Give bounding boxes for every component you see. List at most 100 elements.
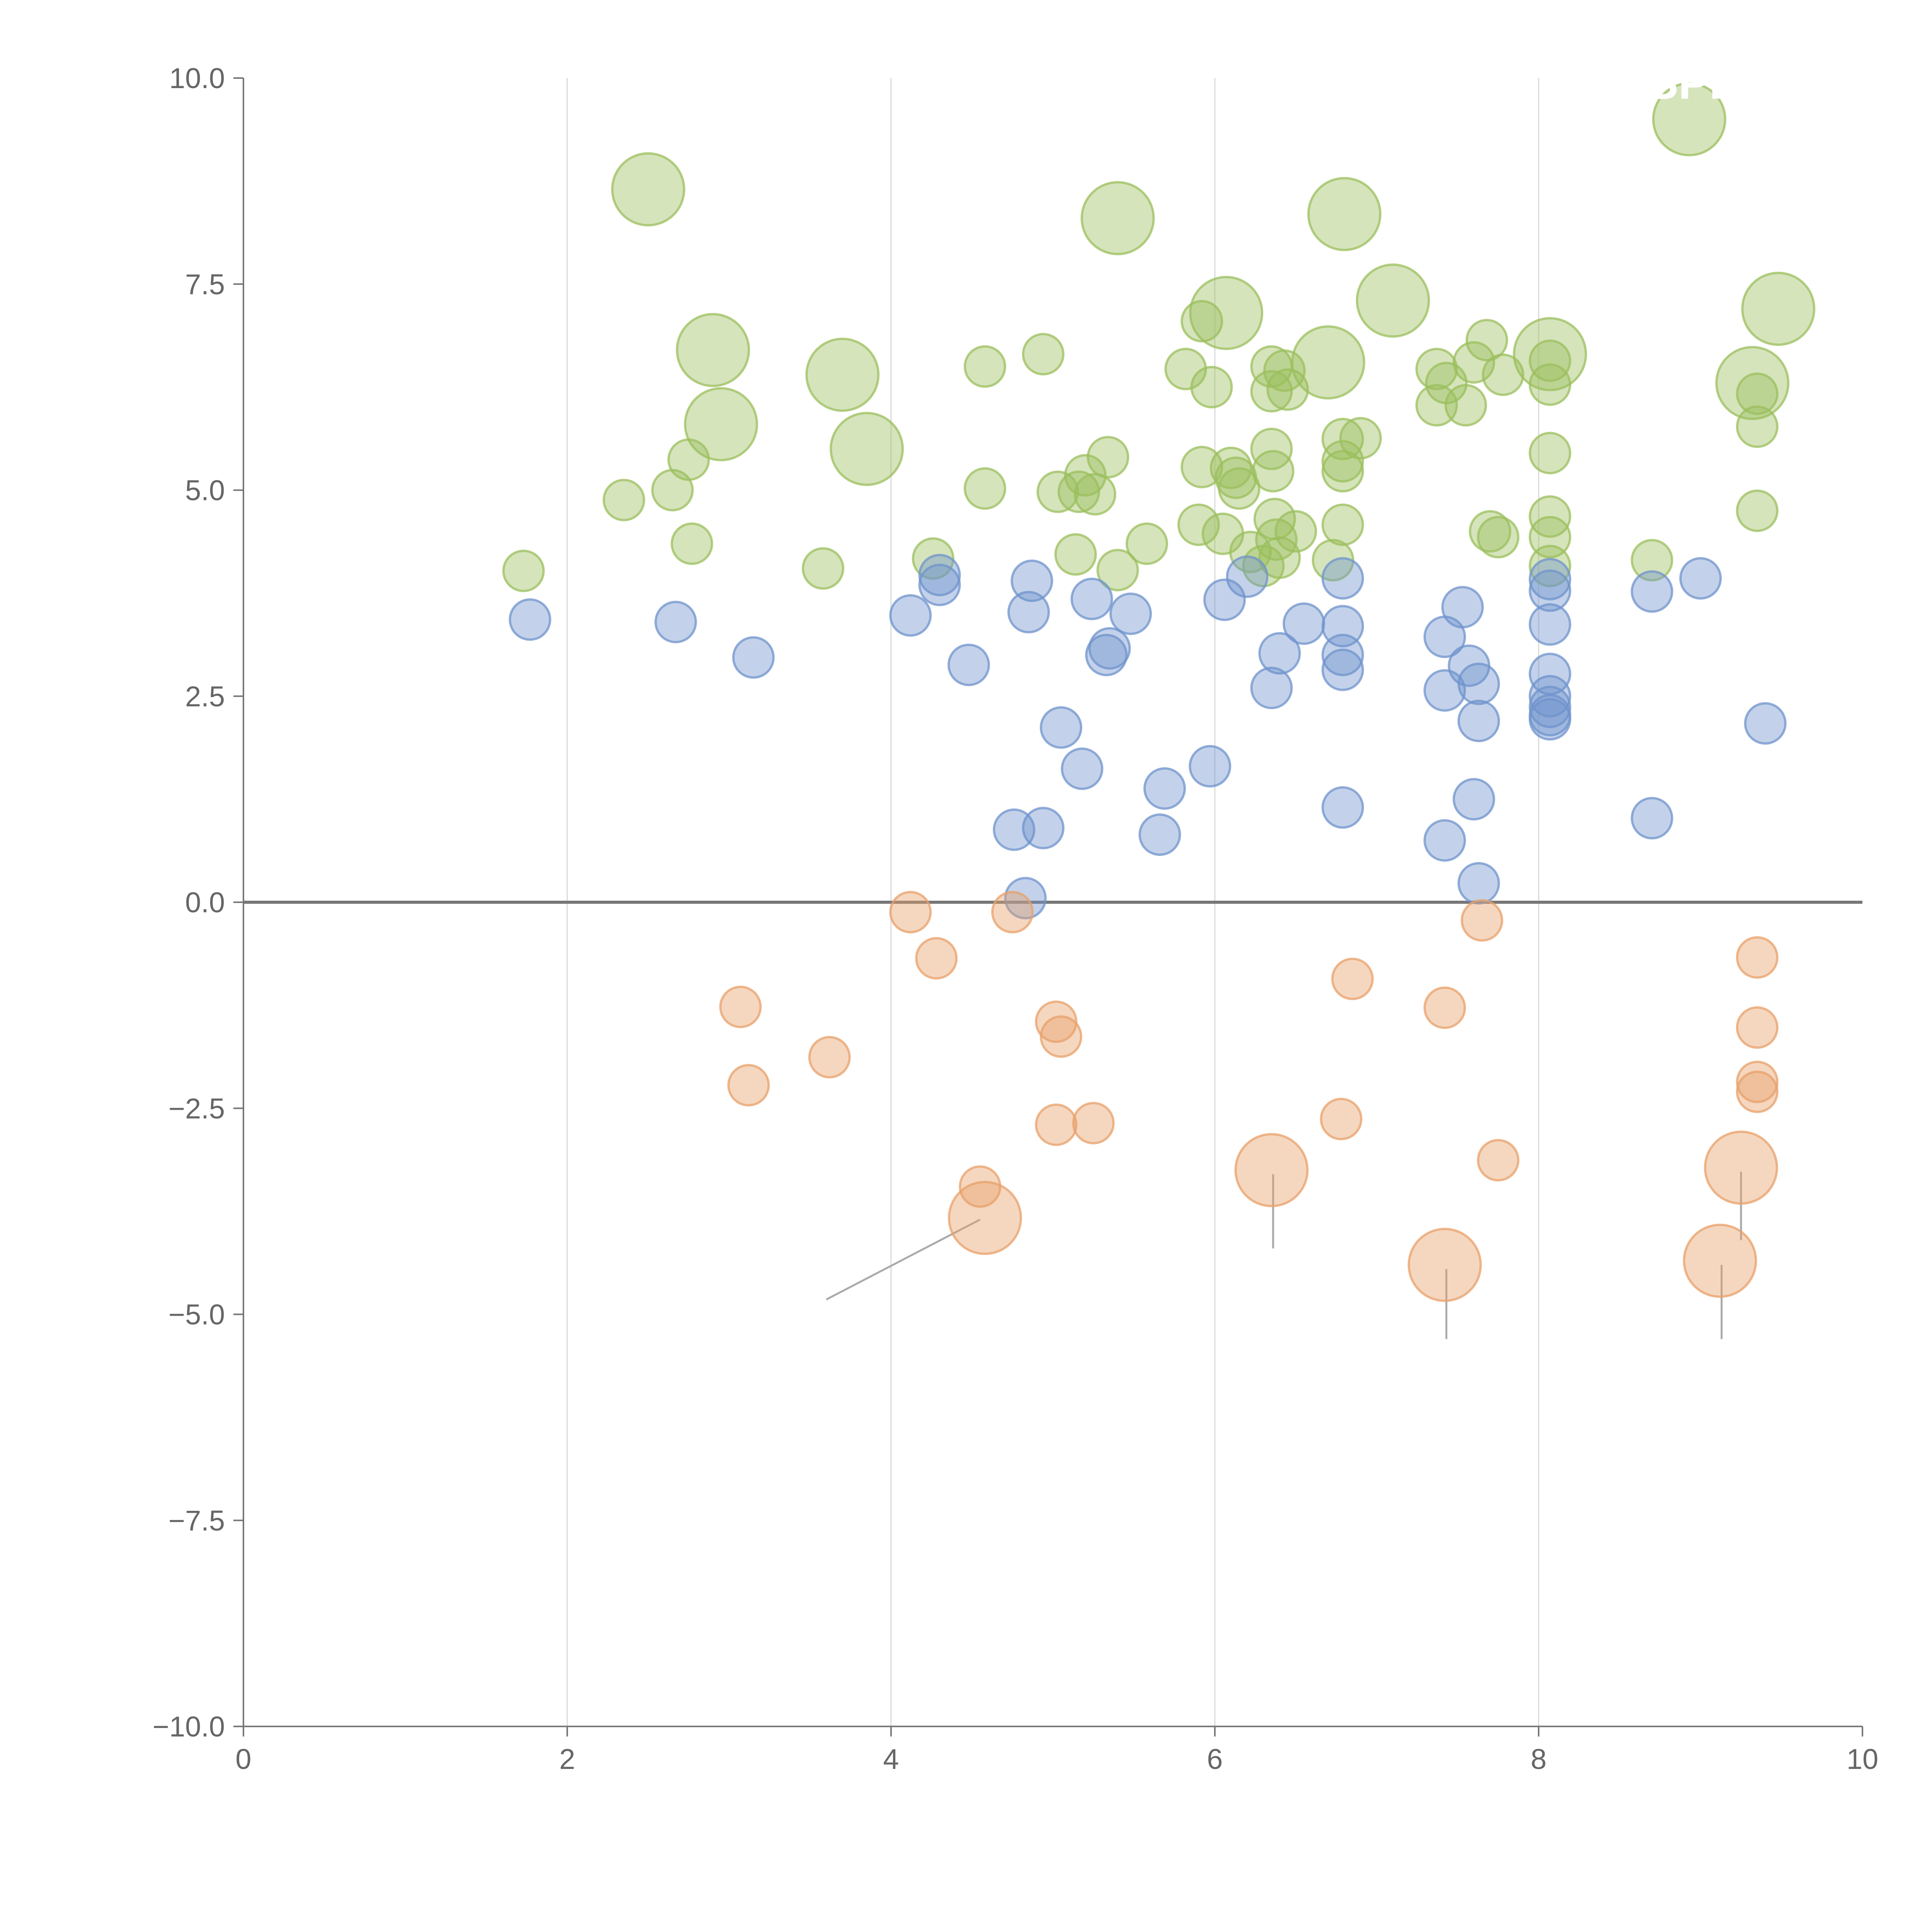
x-tick-label: 4 [883, 1743, 899, 1775]
data-point [502, 549, 545, 592]
data-point [1461, 899, 1503, 942]
data-point [1736, 1060, 1779, 1103]
data-point [1652, 82, 1726, 156]
y-tick-label: −5.0 [168, 1299, 225, 1331]
data-point [1457, 699, 1500, 742]
data-point [1736, 936, 1779, 979]
data-point [1529, 432, 1571, 474]
data-point [1266, 368, 1309, 411]
data-point [1529, 569, 1571, 612]
data-point [509, 598, 551, 641]
data-point [727, 1064, 770, 1107]
data-point [1457, 662, 1500, 705]
x-tick-label: 6 [1207, 1743, 1223, 1775]
data-point [1321, 648, 1364, 691]
data-point [1321, 450, 1364, 493]
data-point [1226, 555, 1269, 598]
data-point [1741, 272, 1816, 346]
data-point [1138, 813, 1181, 856]
data-point [1087, 436, 1129, 479]
data-point [1631, 570, 1673, 613]
y-tick-label: −10.0 [153, 1711, 225, 1743]
data-point [1180, 300, 1223, 343]
data-point [1452, 778, 1495, 821]
series-positive-low [509, 554, 1787, 920]
data-point [1321, 605, 1364, 648]
data-point [1736, 1070, 1779, 1113]
x-tick-label: 10 [1847, 1743, 1878, 1775]
data-point [948, 1180, 1022, 1255]
data-point [1529, 603, 1571, 646]
data-point [1022, 333, 1065, 376]
data-point [889, 891, 932, 934]
y-tick-label: 2.5 [185, 680, 225, 713]
y-tick-label: 5.0 [185, 474, 225, 507]
data-point [1143, 767, 1186, 810]
data-point [1126, 522, 1168, 565]
annotation-label: SPL [1647, 57, 1737, 109]
data-point [1218, 467, 1260, 510]
data-point [1513, 317, 1587, 391]
data-point [1457, 862, 1500, 905]
data-point [1415, 384, 1458, 427]
data-point [1736, 489, 1779, 532]
data-point [1407, 1228, 1482, 1302]
data-point [1465, 319, 1508, 362]
data-point [1070, 578, 1113, 621]
data-point [1061, 747, 1104, 790]
data-point [1631, 539, 1673, 582]
data-point [1529, 339, 1571, 382]
data-point [667, 438, 710, 481]
data-point [1007, 591, 1050, 634]
data-point [1073, 473, 1116, 516]
data-point [889, 594, 932, 637]
data-point [1715, 346, 1790, 420]
data-point [1035, 1103, 1078, 1146]
data-point [1679, 557, 1722, 600]
data-point [918, 554, 961, 597]
data-point [1736, 372, 1779, 415]
data-point [1529, 363, 1571, 406]
series-negative [719, 891, 1779, 1302]
data-point [1331, 957, 1374, 1000]
data-point [1250, 667, 1293, 709]
data-point [1022, 807, 1065, 850]
data-point [1258, 536, 1301, 579]
data-point [991, 891, 1034, 934]
data-point [918, 563, 961, 606]
y-tick-label: −7.5 [168, 1505, 225, 1537]
data-point [1072, 1102, 1115, 1145]
x-tick-label: 2 [559, 1743, 575, 1775]
data-point [1423, 819, 1466, 862]
data-point [1189, 276, 1264, 350]
data-point [1444, 384, 1487, 427]
data-point [684, 387, 759, 461]
data-point [1339, 417, 1382, 460]
y-tick-label: 7.5 [185, 268, 225, 300]
data-point [1282, 602, 1325, 645]
data-point [802, 547, 845, 590]
data-point [1321, 786, 1364, 829]
data-point [1736, 1006, 1779, 1049]
data-point [1321, 440, 1364, 483]
data-point [830, 412, 904, 486]
data-point [1080, 181, 1155, 255]
data-point [1744, 702, 1787, 745]
series-positive-high [502, 82, 1816, 592]
data-point [1321, 557, 1364, 600]
data-point [1481, 353, 1524, 396]
data-point [1274, 510, 1317, 553]
data-point [1307, 177, 1382, 251]
data-point [805, 337, 880, 412]
data-point [602, 479, 645, 522]
data-point [808, 1036, 851, 1079]
data-point [1234, 1133, 1309, 1208]
data-point [1250, 370, 1293, 413]
data-point [1085, 634, 1128, 677]
data-point [732, 636, 775, 679]
data-point [1423, 986, 1466, 1029]
data-point [1058, 470, 1100, 513]
data-point [1039, 706, 1082, 749]
data-point [1321, 634, 1364, 677]
